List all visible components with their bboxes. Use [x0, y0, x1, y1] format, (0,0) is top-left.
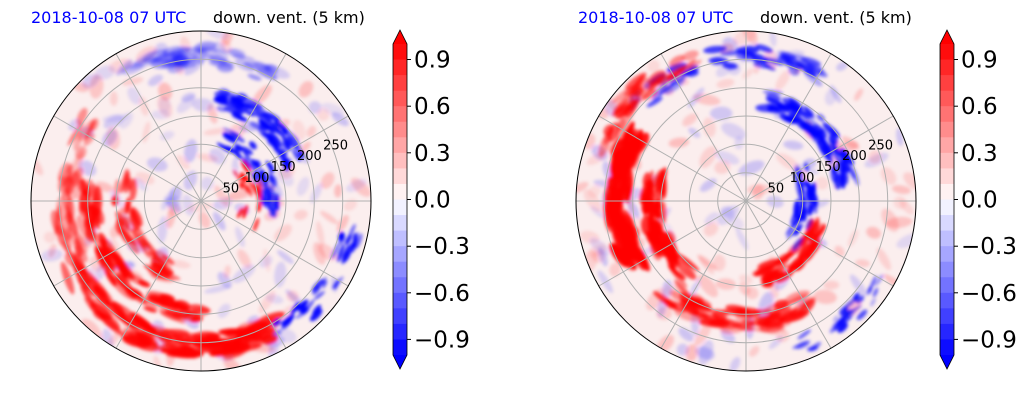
colorbar-extend-bottom [393, 355, 407, 369]
colorbar-tick-label: 0.0 [414, 188, 451, 214]
colorbar-extend-bottom [940, 355, 954, 369]
radial-tick-label: 50 [223, 182, 240, 197]
polar-outline [575, 30, 917, 372]
colorbar-tick-label: 0.3 [414, 141, 451, 167]
colorbar-tick-label: 0.0 [961, 188, 998, 214]
radial-tick-label: 50 [768, 182, 785, 197]
colorbar-tick-label: 0.9 [961, 48, 998, 74]
radial-tick-label: 250 [323, 138, 348, 153]
radial-tick-label: 100 [245, 171, 270, 186]
colorbar-tick-label: −0.6 [961, 281, 1017, 307]
chart-panel-2: 2018-10-08 07 UTC down. vent. (5 km) 50 1… [546, 0, 1036, 401]
colorbar-tick-label: 0.6 [961, 94, 998, 120]
polar-grid [576, 31, 916, 371]
colorbar-tick-label: −0.9 [961, 327, 1017, 353]
radial-tick-label: 100 [790, 171, 815, 186]
colorbar-tick-label: −0.6 [414, 281, 470, 307]
colorbar-extend-top [940, 30, 954, 44]
colorbar-tick-label: 0.6 [414, 94, 451, 120]
colorbar-tick-label: −0.3 [961, 234, 1017, 260]
chart-title-variable: down. vent. (5 km) [760, 8, 912, 27]
chart-title-date: 2018-10-08 07 UTC [578, 8, 734, 27]
chart-panel-1: 2018-10-08 07 UTC down. vent. (5 km) 50 1… [30, 8, 470, 372]
radial-tick-label: 150 [816, 160, 841, 175]
colorbar-tick-label: 0.3 [961, 141, 998, 167]
radial-tick-label: 200 [842, 149, 867, 164]
radial-tick-label: 200 [297, 149, 322, 164]
colorbar: 0.9 0.6 0.3 0.0 −0.3 −0.6 −0.9 [392, 29, 470, 370]
chart-title-date: 2018-10-08 07 UTC [31, 8, 187, 27]
chart-title-variable: down. vent. (5 km) [213, 8, 365, 27]
colorbar-tick-label: −0.3 [414, 234, 470, 260]
polar-grid [31, 31, 371, 371]
radial-tick-label: 250 [868, 138, 893, 153]
colorbar-tick-label: 0.9 [414, 48, 451, 74]
colorbar-tick-label: −0.9 [414, 327, 470, 353]
polar-outline [30, 30, 372, 372]
radial-tick-label: 150 [271, 160, 296, 175]
velocity-field [576, 31, 916, 371]
colorbar: 0.9 0.6 0.3 0.0 −0.3 −0.6 −0.9 [939, 29, 1017, 370]
colorbar-extend-top [393, 30, 407, 44]
